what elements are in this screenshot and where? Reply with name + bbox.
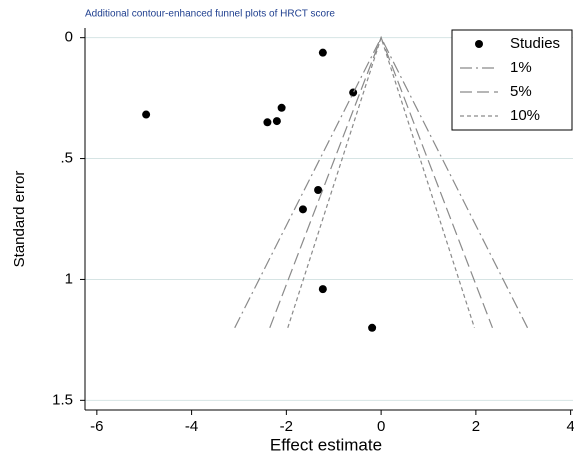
study-point: [272, 117, 281, 126]
legend-label: 5%: [510, 83, 532, 100]
x-tick-label: 2: [472, 418, 480, 435]
legend-label: Studies: [510, 35, 560, 52]
y-tick-label: 1: [65, 270, 73, 287]
x-tick-label: -4: [185, 418, 198, 435]
x-tick-label: -6: [90, 418, 103, 435]
study-point: [349, 88, 358, 97]
chart-title: Additional contour-enhanced funnel plots…: [85, 9, 335, 20]
study-point: [298, 205, 307, 214]
y-axis-label: Standard error: [11, 171, 28, 268]
study-point: [318, 48, 327, 57]
legend-label: 10%: [510, 107, 540, 124]
y-tick-label: 1.5: [52, 391, 73, 408]
legend-label: 1%: [510, 59, 532, 76]
study-point: [142, 110, 151, 119]
x-tick-label: 0: [377, 418, 385, 435]
study-point: [314, 185, 323, 194]
x-tick-label: -2: [280, 418, 293, 435]
legend-box: [451, 29, 573, 131]
x-tick-label: 4: [566, 418, 574, 435]
x-axis-label: Effect estimate: [270, 435, 382, 454]
contour-line: [287, 35, 476, 328]
study-point: [318, 285, 327, 294]
y-tick-label: 0: [65, 29, 73, 46]
legend-marker: [475, 40, 483, 48]
study-point: [368, 323, 377, 332]
y-tick-label: .5: [60, 150, 73, 167]
study-point: [263, 118, 272, 127]
study-point: [277, 103, 286, 112]
